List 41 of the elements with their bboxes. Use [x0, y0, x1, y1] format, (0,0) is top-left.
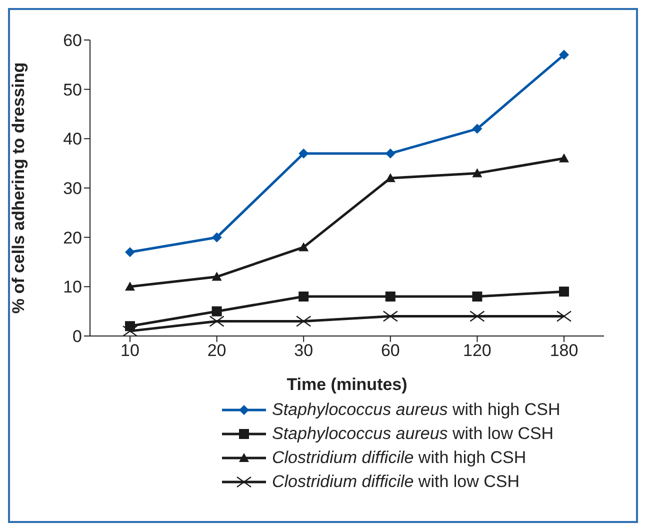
point: [125, 282, 135, 291]
x-tick-label: 60: [380, 341, 400, 360]
x-tick-label: 120: [463, 341, 492, 360]
y-tick-label: 60: [63, 31, 82, 50]
x-axis-title: Time (minutes): [286, 375, 408, 394]
point: [385, 292, 396, 302]
point: [212, 232, 222, 242]
point: [298, 292, 309, 302]
x-tick-label: 10: [120, 341, 140, 360]
point: [472, 124, 482, 134]
point: [298, 242, 309, 252]
point: [296, 316, 312, 327]
point: [385, 173, 396, 182]
y-tick-label: 30: [63, 179, 82, 198]
point: [209, 316, 224, 327]
point: [559, 50, 569, 60]
y-tick-label: 40: [63, 130, 82, 149]
point: [125, 247, 135, 258]
legend-label: Clostridium difficile with high CSH: [272, 448, 526, 468]
point: [556, 310, 572, 322]
y-tick-label: 20: [63, 228, 82, 248]
point: [212, 306, 222, 316]
point: [559, 153, 569, 162]
legend-label: Clostridium difficile with low CSH: [272, 472, 520, 492]
x-tick-label: 30: [294, 341, 314, 360]
point: [470, 310, 485, 322]
point: [472, 292, 482, 302]
y-axis-title: % of cells adhering to dressing: [9, 62, 28, 314]
x-tick-label: 20: [207, 341, 226, 360]
point: [212, 272, 222, 281]
y-tick-label: 50: [63, 80, 82, 100]
x-tick-label: 180: [550, 341, 578, 360]
legend-label: Staphylococcus aureus with high CSH: [272, 400, 560, 420]
legend-label: Staphylococcus aureus with low CSH: [272, 424, 554, 444]
point: [472, 168, 482, 178]
point: [559, 286, 569, 297]
point: [382, 310, 398, 322]
point: [385, 148, 396, 158]
point: [298, 148, 309, 158]
y-tick-label: 10: [63, 278, 82, 297]
y-tick-label: 0: [72, 327, 82, 346]
